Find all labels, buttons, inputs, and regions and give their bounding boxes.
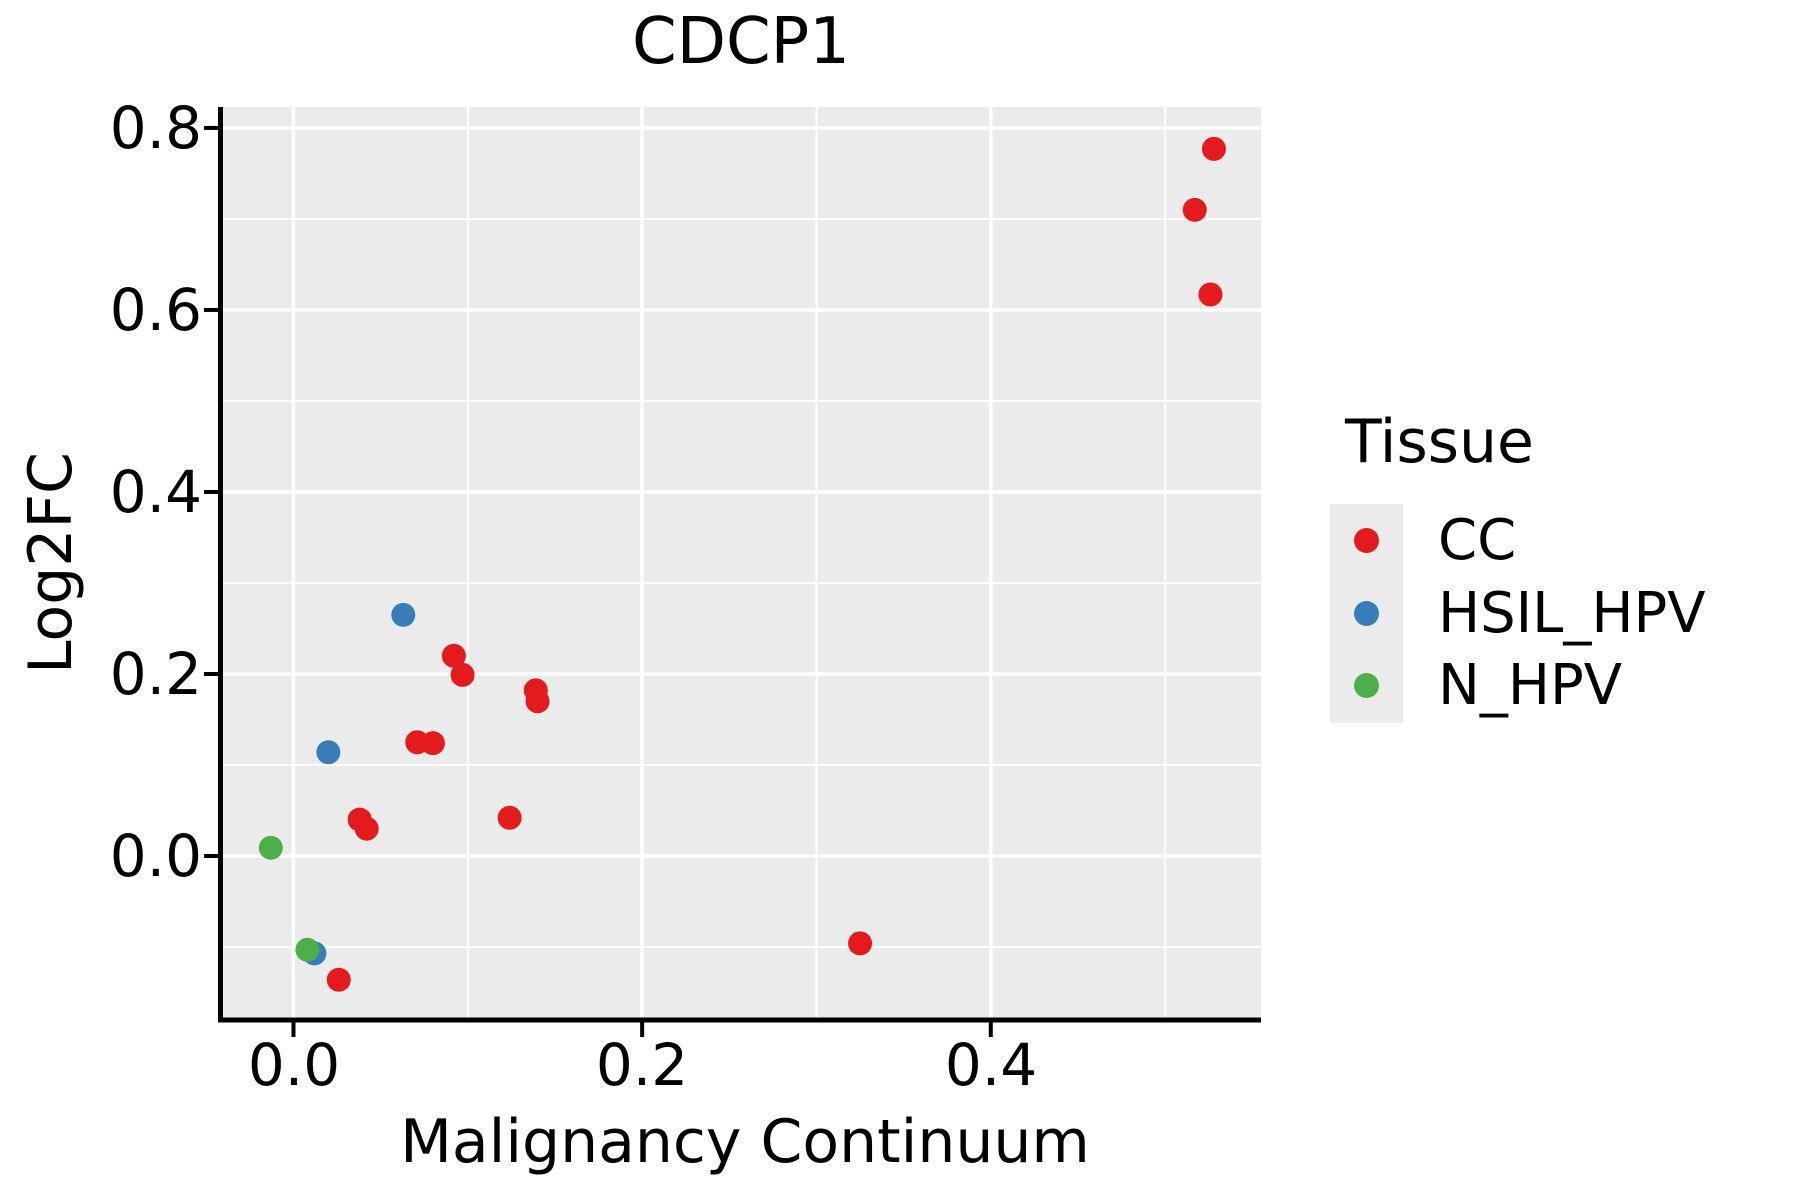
legend-dot-hsil-hpv <box>1354 601 1379 626</box>
legend-label: HSIL_HPV <box>1438 581 1706 646</box>
data-point-CC <box>497 805 522 830</box>
y-tick-label: 0.4 <box>109 458 202 526</box>
data-point-CC <box>1198 282 1223 307</box>
y-axis-title: Log2FC <box>16 452 86 674</box>
y-tick-label: 0.0 <box>109 822 202 890</box>
data-point-HSIL_HPV <box>316 740 341 765</box>
legend-label: CC <box>1438 508 1517 573</box>
data-point-CC <box>420 731 445 756</box>
data-point-CC <box>1201 136 1226 161</box>
x-tick-label: 0.2 <box>595 1031 689 1099</box>
data-point-CC <box>450 662 475 687</box>
data-point-CC <box>848 931 873 956</box>
legend-dot-cc <box>1354 528 1379 553</box>
y-tick-label: 0.8 <box>109 94 202 162</box>
data-point-N_HPV <box>295 937 320 962</box>
data-point-CC <box>441 643 466 668</box>
chart-title: CDCP1 <box>632 5 850 79</box>
x-tick-label: 0.0 <box>247 1031 341 1099</box>
data-point-CC <box>354 816 379 841</box>
legend-label: N_HPV <box>1438 653 1623 718</box>
data-point-CC <box>525 689 550 714</box>
y-tick-label: 0.2 <box>109 640 202 708</box>
panel-background <box>222 107 1261 1018</box>
data-point-N_HPV <box>258 835 283 860</box>
x-axis-title: Malignancy Continuum <box>400 1107 1090 1177</box>
data-point-HSIL_HPV <box>391 602 416 627</box>
legend-title: Tissue <box>1345 407 1534 477</box>
legend-dot-n-hpv <box>1354 673 1379 698</box>
x-tick-label: 0.4 <box>944 1031 1038 1099</box>
y-tick-label: 0.6 <box>109 276 202 344</box>
data-point-CC <box>1182 197 1207 222</box>
data-point-CC <box>326 967 351 992</box>
